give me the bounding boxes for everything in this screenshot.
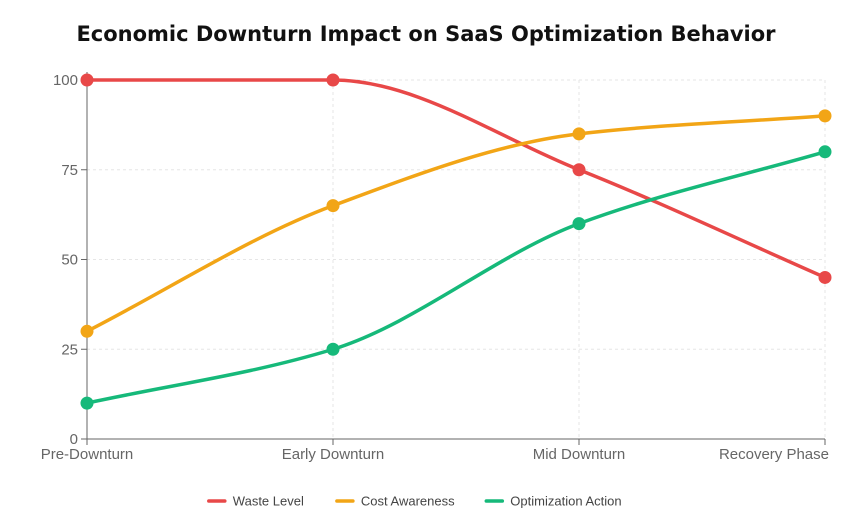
x-tick-label: Mid Downturn bbox=[533, 446, 626, 463]
series-line-waste-level bbox=[85, 78, 827, 280]
x-tick-label: Pre-Downturn bbox=[41, 446, 134, 463]
legend: Waste Level Cost Awareness Optimization Ac… bbox=[207, 494, 622, 509]
data-point-waste-level bbox=[818, 270, 832, 284]
series-line-optimization-action bbox=[85, 150, 827, 405]
data-point-cost-awareness bbox=[80, 324, 94, 338]
data-point-optimization-action bbox=[818, 145, 832, 159]
data-point-optimization-action bbox=[80, 396, 94, 410]
data-point-cost-awareness bbox=[818, 109, 832, 123]
chart-title: Economic Downturn Impact on SaaS Optimiz… bbox=[76, 22, 776, 46]
y-tick-label: 25 bbox=[61, 341, 78, 358]
x-tick-label: Early Downturn bbox=[282, 446, 385, 463]
data-point-optimization-action bbox=[572, 217, 586, 231]
legend-label-cost-awareness: Cost Awareness bbox=[361, 494, 455, 509]
legend-label-optimization-action: Optimization Action bbox=[510, 494, 621, 509]
axes: 0 25 50 75 100 Pre-Downturn Early Downturn Mid … bbox=[41, 72, 829, 463]
data-point-cost-awareness bbox=[572, 127, 586, 141]
data-point-waste-level bbox=[572, 163, 586, 177]
series-lines bbox=[85, 78, 827, 405]
grid-lines bbox=[87, 79, 826, 439]
data-point-waste-level bbox=[326, 73, 340, 87]
data-points bbox=[80, 73, 832, 410]
data-point-optimization-action bbox=[326, 342, 340, 356]
legend-label-waste-level: Waste Level bbox=[233, 494, 304, 509]
y-tick-label: 75 bbox=[61, 162, 78, 179]
y-tick-label: 50 bbox=[61, 252, 78, 269]
series-line-cost-awareness bbox=[85, 114, 827, 334]
data-point-waste-level bbox=[80, 73, 94, 87]
data-point-cost-awareness bbox=[326, 199, 340, 213]
x-tick-label: Recovery Phase bbox=[719, 446, 829, 463]
y-tick-label: 0 bbox=[70, 431, 78, 448]
y-tick-label: 100 bbox=[53, 72, 78, 89]
